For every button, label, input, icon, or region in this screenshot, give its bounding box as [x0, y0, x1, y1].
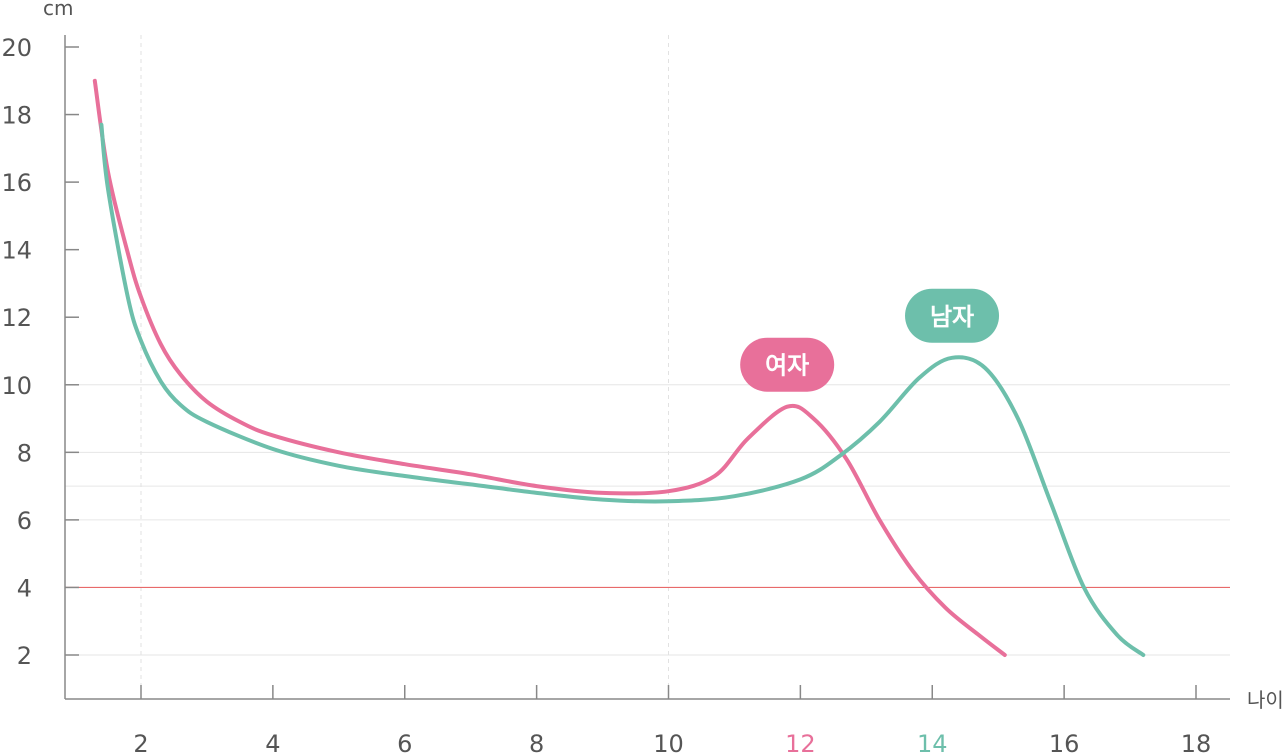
series-badge-label: 남자 [930, 303, 974, 331]
series-badge-label: 여자 [765, 352, 809, 380]
x-tick-label: 16 [1049, 730, 1080, 755]
x-tick-label: 4 [265, 730, 280, 755]
y-tick-label: 2 [17, 642, 32, 670]
y-tick-label: 6 [17, 507, 32, 535]
series-badge-bg [905, 288, 1000, 343]
series-badge-bg [740, 337, 835, 392]
x-tick-label: 2 [133, 730, 148, 755]
x-tick-label: 8 [529, 730, 544, 755]
y-unit-label: cm [43, 0, 73, 20]
y-tick-label: 16 [1, 169, 32, 197]
x-tick-label: 12 [785, 730, 816, 755]
y-tick-label: 18 [1, 102, 32, 130]
series-badge-female: 여자 [740, 337, 835, 392]
y-tick-label: 8 [17, 439, 32, 467]
x-tick-label: 6 [397, 730, 412, 755]
grid [65, 35, 1230, 699]
series-badge-male: 남자 [905, 288, 1000, 343]
y-tick-label: 14 [1, 237, 32, 265]
axis-ticks: 2 4 6 8 10 12 14 16 18 20 2 4 6 8 10 12 14 16 18 [1, 34, 1211, 755]
x-tick-label: 14 [917, 730, 948, 755]
y-tick-label: 12 [1, 304, 32, 332]
y-tick-label: 4 [17, 574, 32, 602]
y-tick-label: 10 [1, 372, 32, 400]
x-tick-label: 18 [1181, 730, 1212, 755]
y-tick-label: 20 [1, 34, 32, 62]
series-lines [92, 78, 1146, 657]
series-line-female [92, 78, 1007, 657]
series-labels: 여자 남자 [740, 288, 1000, 392]
x-tick-label: 10 [653, 730, 684, 755]
series-line-male [99, 122, 1146, 657]
x-unit-label: 나이 [1247, 688, 1284, 712]
